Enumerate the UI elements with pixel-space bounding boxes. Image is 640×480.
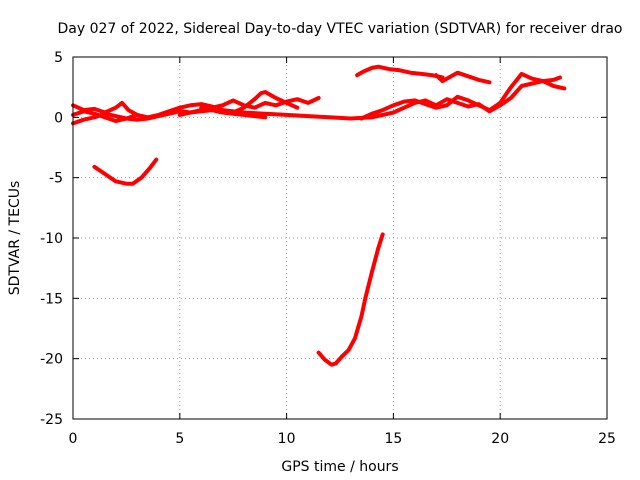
x-tick-label: 5: [175, 431, 184, 447]
y-tick-label: -5: [49, 171, 63, 187]
series-trace-5: [231, 90, 300, 115]
x-tick-label: 10: [278, 431, 296, 447]
series-trace-6: [199, 79, 567, 121]
series-trace-10: [92, 157, 159, 186]
y-tick-labels: -25 -20 -15 -10 -5 0 5: [40, 50, 63, 428]
x-tick-label: 25: [598, 431, 616, 447]
x-tick-label: 0: [69, 431, 78, 447]
series-trace-7: [359, 71, 562, 121]
y-tick-label: -15: [40, 291, 63, 307]
y-tick-label: -25: [40, 412, 63, 428]
x-tick-label: 15: [384, 431, 402, 447]
y-tick-label: 0: [54, 110, 63, 126]
y-tick-label: -10: [40, 231, 63, 247]
series-layer: [71, 64, 567, 367]
x-axis-label: GPS time / hours: [281, 459, 398, 475]
x-tick-label: 20: [491, 431, 509, 447]
series-trace-11: [316, 232, 385, 367]
series-trace-1: [71, 100, 225, 120]
series-trace-9: [434, 70, 492, 85]
y-axis-label: SDTVAR / TECUs: [7, 181, 23, 296]
y-tick-label: 5: [54, 50, 63, 66]
chart-title: Day 027 of 2022, Sidereal Day-to-day VTE…: [57, 21, 622, 37]
x-tick-labels: 0 5 10 15 20 25: [69, 431, 616, 447]
grid: [73, 57, 607, 419]
ticks: [72, 56, 608, 420]
series-trace-3: [71, 109, 140, 123]
series-trace-8: [355, 64, 445, 80]
y-tick-label: -20: [40, 352, 63, 368]
